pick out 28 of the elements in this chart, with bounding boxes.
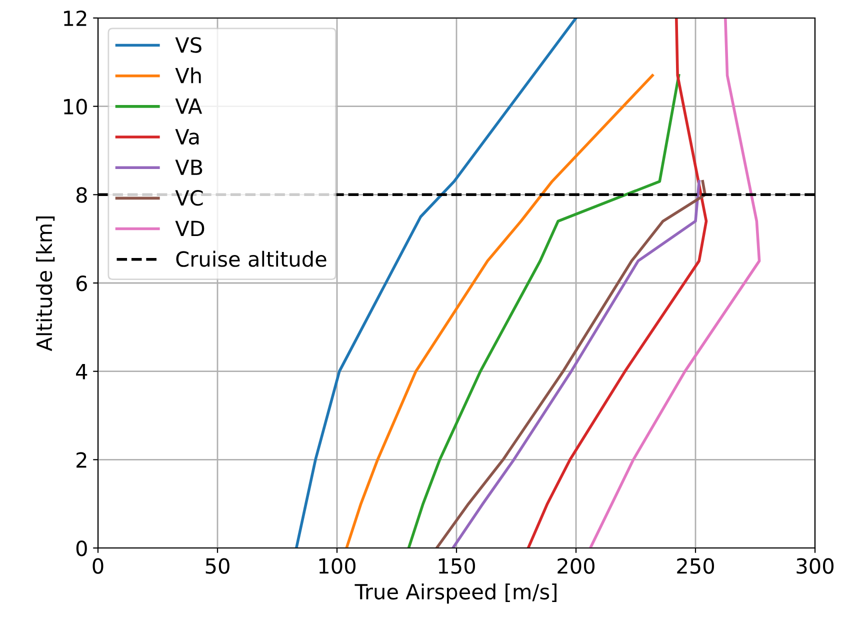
y-tick-label: 6 bbox=[76, 275, 87, 292]
x-tick-label: 150 bbox=[438, 558, 475, 574]
legend-label: VB bbox=[175, 160, 202, 175]
y-tick-label: 4 bbox=[76, 364, 88, 380]
legend-label: Va bbox=[175, 129, 199, 145]
x-tick-label: 300 bbox=[796, 558, 834, 574]
y-tick-label: 10 bbox=[64, 98, 87, 115]
line-series bbox=[407, 74, 680, 548]
y-tick-label: 2 bbox=[76, 452, 86, 468]
line-series bbox=[526, 18, 708, 548]
y-tick-label: 12 bbox=[64, 10, 86, 26]
x-axis-title: True Airspeed [m/s] bbox=[354, 583, 556, 604]
line-series bbox=[588, 18, 761, 548]
y-tick-label: 8 bbox=[76, 187, 87, 203]
legend-label: Vh bbox=[175, 67, 201, 84]
legend-label: VD bbox=[175, 220, 204, 236]
x-tick-label: 200 bbox=[558, 558, 594, 574]
legend-label: VC bbox=[175, 190, 203, 206]
legend-label: VS bbox=[175, 37, 202, 53]
legend-label: Cruise altitude bbox=[176, 250, 326, 267]
x-tick-label: 250 bbox=[677, 558, 714, 574]
y-tick-label: 0 bbox=[76, 540, 87, 556]
x-tick-label: 0 bbox=[92, 558, 104, 574]
x-tick-label: 100 bbox=[319, 558, 356, 574]
legend-label: VA bbox=[175, 98, 202, 114]
y-axis-title: Altitude [km] bbox=[36, 216, 55, 352]
x-tick-label: 50 bbox=[206, 558, 230, 574]
line-series bbox=[345, 74, 654, 548]
